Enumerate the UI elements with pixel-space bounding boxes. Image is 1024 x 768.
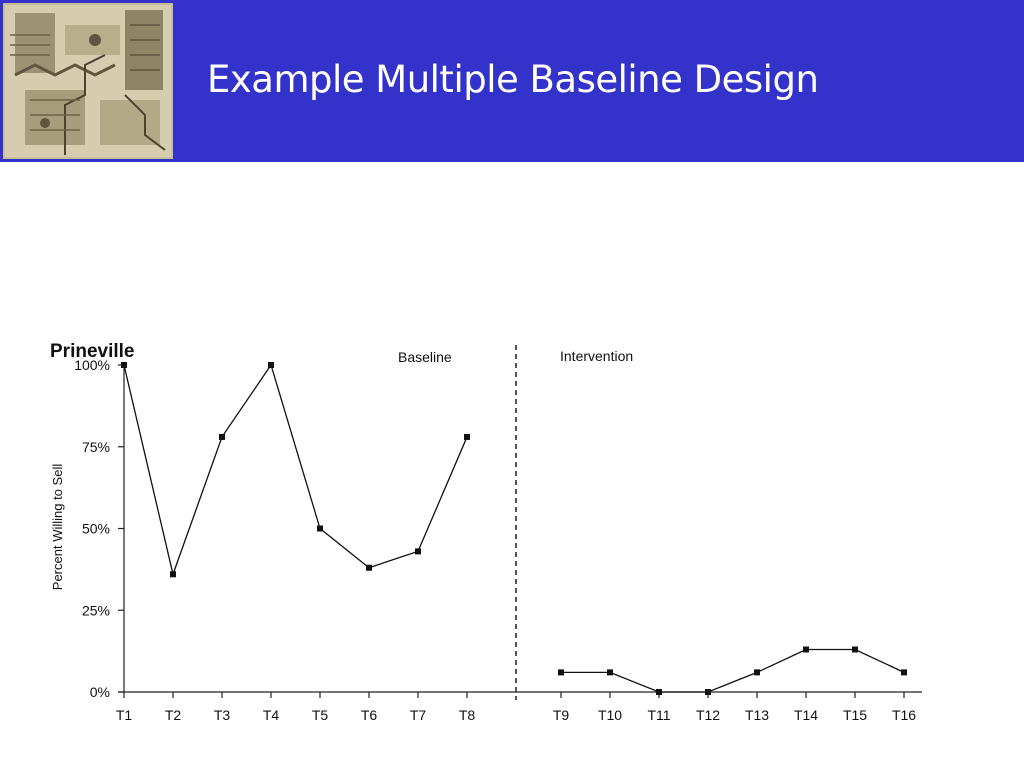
x-tick-label: T8 [459,707,476,723]
x-ticks: T1 T2 T3 T4 T5 T6 T7 T8 T9 T10 T11 T12 T13 T14 T15 T16 [116,692,916,723]
slide-title: Example Multiple Baseline Design [207,58,819,101]
x-tick-label: T13 [745,707,769,723]
data-point-t4 [268,362,274,368]
data-point-t9 [558,669,564,676]
series-line-intervention [561,648,905,693]
escher-relativity-thumbnail [3,3,173,159]
data-point-t1 [121,362,127,368]
data-point-t12 [705,689,711,695]
x-tick-label: T2 [165,707,182,723]
data-point-t2 [170,571,176,578]
data-point-t3 [219,433,225,440]
y-tick-label: 25% [82,602,110,618]
data-point-t13 [754,669,760,676]
phase-label-intervention: Intervention [560,348,633,364]
x-tick-label: T9 [553,707,570,723]
data-point-t14 [803,646,809,653]
data-point-t7 [415,548,421,555]
x-tick-label: T7 [410,707,427,723]
y-ticks: 0% 25% 50% 75% 100% [74,357,124,700]
data-point-t11 [656,689,662,695]
x-tick-label: T14 [794,707,818,723]
y-tick-label: 100% [74,357,110,373]
data-point-t16 [901,669,907,676]
phase-label-baseline: Baseline [398,349,452,365]
x-tick-label: T11 [647,707,670,723]
y-tick-label: 75% [82,439,110,455]
x-tick-label: T6 [361,707,378,723]
x-tick-label: T15 [843,707,867,723]
x-tick-label: T3 [214,707,231,723]
data-point-t5 [317,525,323,532]
x-tick-label: T1 [116,707,133,723]
x-tick-label: T12 [696,707,720,723]
series-points [121,362,907,695]
x-tick-label: T5 [312,707,329,723]
y-axis-label: Percent Willing to Sell [50,464,65,591]
slide-header: Example Multiple Baseline Design [0,0,1024,162]
chart-title: Prineville [50,341,135,362]
data-point-t10 [607,669,613,676]
x-tick-label: T10 [598,707,622,723]
x-tick-label: T16 [892,707,916,723]
series-lines [123,363,905,693]
data-point-t6 [366,564,372,571]
y-tick-label: 50% [82,521,110,537]
staircase-illustration [5,5,171,157]
x-tick-label: T4 [263,707,280,723]
series-line-baseline [123,363,468,577]
data-point-t8 [464,433,470,440]
data-point-t15 [852,646,858,653]
y-tick-label: 0% [90,684,110,700]
